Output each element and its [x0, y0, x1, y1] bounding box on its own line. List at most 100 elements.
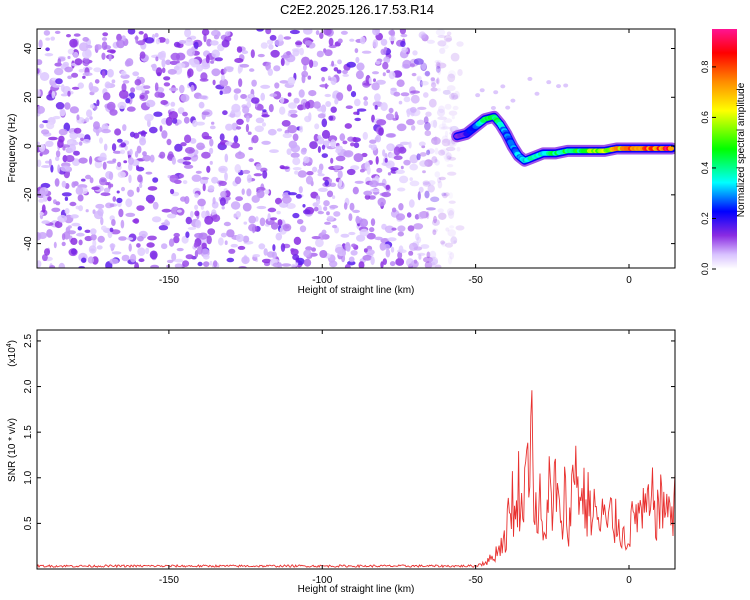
heatmap-cell	[149, 154, 155, 163]
heatmap-cell	[210, 40, 219, 46]
heatmap-x-label: Height of straight line (km)	[298, 285, 415, 296]
heatmap-cell	[67, 90, 71, 97]
heatmap-cell	[440, 148, 449, 155]
heatmap-cell	[129, 131, 136, 138]
heatmap-cell	[364, 194, 371, 200]
heatmap-cell	[89, 177, 94, 184]
heatmap-cell	[233, 88, 242, 94]
heatmap-cell	[447, 256, 453, 265]
heatmap-cell	[224, 153, 229, 163]
heatmap-cell	[407, 225, 415, 232]
heatmap-cell	[366, 232, 376, 240]
heatmap-cell	[149, 250, 158, 260]
heatmap-cell	[158, 52, 166, 61]
heatmap-cell	[260, 92, 266, 101]
heatmap-cell	[255, 117, 265, 124]
heatmap-cell	[97, 156, 107, 161]
heatmap-cell	[424, 190, 430, 199]
heatmap-cell	[100, 217, 104, 226]
heatmap-cell	[292, 212, 300, 219]
heatmap-cell	[213, 260, 218, 268]
heatmap-cell	[89, 86, 99, 93]
heatmap-cell	[387, 144, 393, 151]
heatmap-cell	[270, 222, 279, 230]
heatmap-cell	[183, 156, 192, 161]
heatmap-cell	[230, 243, 238, 248]
heatmap-cell	[381, 191, 392, 198]
heatmap-cell	[173, 232, 180, 238]
heatmap-cell	[319, 32, 324, 39]
heatmap-cell	[64, 66, 73, 73]
heatmap-cell	[397, 231, 404, 237]
heatmap-cell	[165, 38, 170, 45]
heatmap-cell	[438, 149, 446, 156]
heatmap-cell	[71, 248, 77, 255]
heatmap-cell	[134, 79, 142, 86]
heatmap-cell	[362, 131, 368, 140]
heatmap-cell	[277, 34, 284, 42]
heatmap-cell	[249, 68, 255, 72]
heatmap-cell	[401, 47, 409, 53]
heatmap-cell	[419, 152, 427, 157]
heatmap-cell	[185, 254, 194, 260]
heatmap-cell	[397, 187, 406, 192]
heatmap-cell	[317, 211, 324, 215]
heatmap-cell	[409, 163, 419, 171]
heatmap-cell	[164, 219, 169, 225]
heatmap-cell	[263, 248, 268, 256]
heatmap-cell	[178, 40, 187, 44]
heatmap-cell	[182, 180, 188, 185]
heatmap-cell	[37, 141, 40, 146]
heatmap-cell	[354, 48, 359, 54]
heatmap-cell	[129, 148, 133, 156]
heatmap-cell	[430, 120, 438, 128]
heatmap-cell	[255, 163, 262, 171]
heatmap-cell	[444, 130, 449, 138]
heatmap-cell	[103, 187, 111, 193]
heatmap-cell	[48, 136, 58, 141]
heatmap-cell	[69, 131, 79, 140]
heatmap-cell	[396, 79, 405, 87]
heatmap-cell	[441, 241, 447, 247]
heatmap-cell	[292, 167, 302, 171]
heatmap-cell	[194, 210, 200, 217]
heatmap-cell	[272, 262, 283, 268]
heatmap-cell	[200, 62, 211, 70]
heatmap-cell	[399, 141, 410, 145]
heatmap-cell	[97, 235, 105, 243]
heatmap-cell	[78, 239, 83, 246]
heatmap-cell	[255, 216, 259, 222]
heatmap-cell	[372, 39, 378, 48]
heatmap-cell	[260, 84, 271, 89]
heatmap-cell	[403, 96, 411, 103]
heatmap-cell	[376, 119, 387, 126]
heatmap-cell	[534, 91, 540, 96]
heatmap-cell	[235, 196, 244, 202]
heatmap-cell	[419, 160, 429, 167]
heatmap-cell	[85, 117, 90, 123]
heatmap-cell	[436, 62, 447, 69]
heatmap-cell	[441, 192, 447, 197]
heatmap-cell	[176, 60, 180, 64]
heatmap-cell	[177, 107, 185, 115]
heatmap-cell	[261, 140, 271, 145]
heatmap-cell	[411, 72, 417, 77]
heatmap-cell	[225, 31, 231, 37]
heatmap-cell	[109, 227, 114, 233]
heatmap-cell	[442, 192, 448, 199]
heatmap-cell	[150, 264, 159, 268]
heatmap-cell	[287, 92, 292, 97]
heatmap-cell	[394, 111, 398, 119]
heatmap-cell	[211, 121, 215, 125]
heatmap-cell	[61, 233, 66, 241]
heatmap-cell	[354, 180, 364, 184]
heatmap-cell	[400, 92, 410, 97]
heatmap-cell	[112, 150, 122, 154]
heatmap-cell	[437, 180, 443, 189]
heatmap-cell	[445, 37, 453, 42]
heatmap-cell	[58, 128, 68, 136]
heatmap-cell	[264, 189, 270, 195]
heatmap-cell	[180, 142, 187, 147]
heatmap-cell	[355, 70, 364, 80]
heatmap-cell	[94, 44, 103, 50]
